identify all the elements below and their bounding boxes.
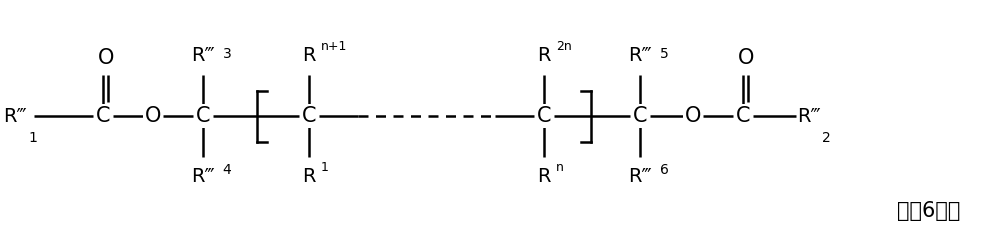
Text: 6: 6 xyxy=(660,163,669,177)
Text: C: C xyxy=(302,106,316,126)
Text: O: O xyxy=(685,106,701,126)
Text: 1: 1 xyxy=(321,161,329,174)
Text: C: C xyxy=(96,106,110,126)
Text: R‴: R‴ xyxy=(191,167,215,186)
Text: 1: 1 xyxy=(29,131,37,145)
Text: 式（6），: 式（6）， xyxy=(897,201,960,221)
Text: R: R xyxy=(537,167,551,186)
Text: R‴: R‴ xyxy=(191,46,215,65)
Text: n: n xyxy=(556,161,564,174)
Text: 5: 5 xyxy=(660,47,668,61)
Text: n+1: n+1 xyxy=(321,40,347,53)
Text: C: C xyxy=(537,106,551,126)
Text: R‴: R‴ xyxy=(3,107,27,126)
Text: O: O xyxy=(145,106,161,126)
Text: 2n: 2n xyxy=(556,40,572,53)
Text: C: C xyxy=(196,106,210,126)
Text: C: C xyxy=(736,106,750,126)
Text: R‴: R‴ xyxy=(628,167,652,186)
Text: R: R xyxy=(302,46,316,65)
Text: R: R xyxy=(537,46,551,65)
Text: 2: 2 xyxy=(822,131,831,145)
Text: 4: 4 xyxy=(223,163,231,177)
Text: 3: 3 xyxy=(223,47,231,61)
Text: R‴: R‴ xyxy=(797,107,821,126)
Text: C: C xyxy=(633,106,647,126)
Text: R‴: R‴ xyxy=(628,46,652,65)
Text: O: O xyxy=(737,48,754,68)
Text: O: O xyxy=(98,48,114,68)
Text: R: R xyxy=(302,167,316,186)
